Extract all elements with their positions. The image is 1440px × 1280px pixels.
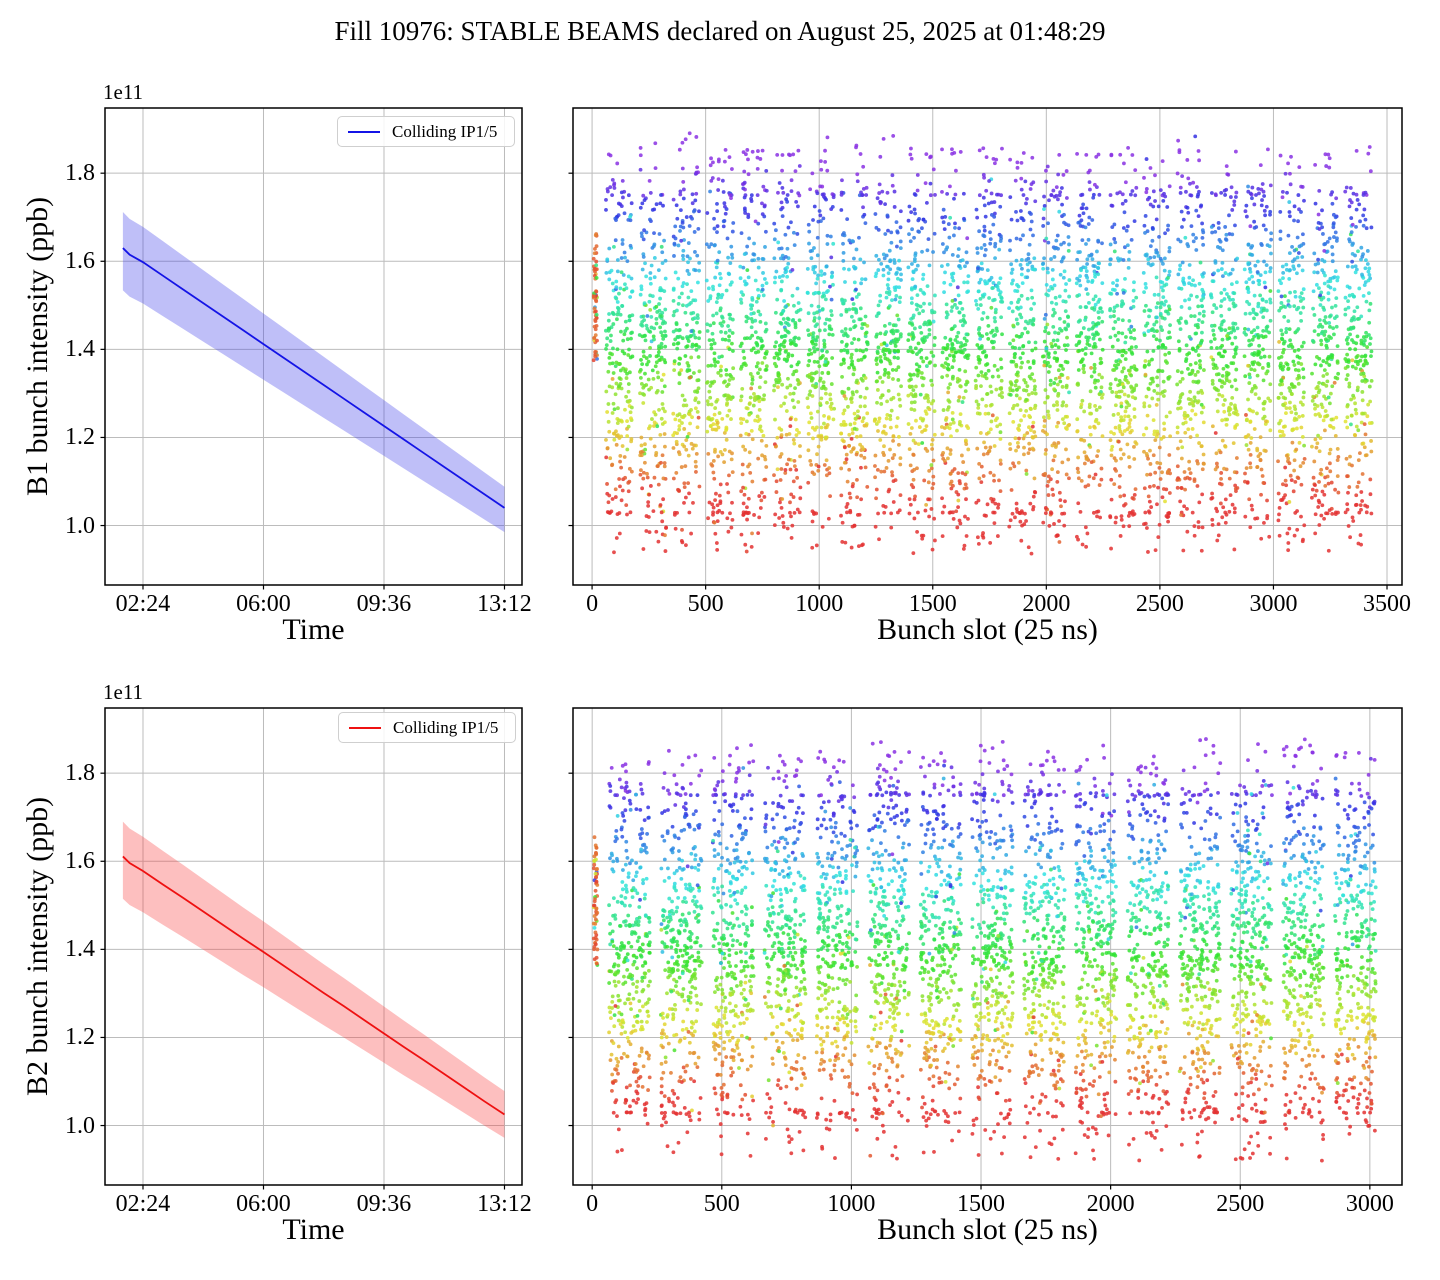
b1_slots-xtick-2000: 2000 (1022, 591, 1071, 617)
b2_time-ytick-1.4: 1.4 (65, 936, 95, 963)
b2-legend: Colliding IP1/5 (338, 712, 516, 743)
b2_slots-xtick-1000: 1000 (827, 1191, 876, 1217)
b2-offset-text: 1e11 (103, 680, 144, 704)
b1_slots-xtick-3500: 3500 (1363, 591, 1411, 617)
b1_slots-xtick-2500: 2500 (1135, 591, 1184, 617)
b2-legend-line-sample (349, 726, 381, 729)
b1-time-x-axis-label: Time (282, 613, 345, 646)
b2_slots-xtick-2500: 2500 (1216, 1191, 1265, 1217)
b2_time-ytick-1.2: 1.2 (65, 1024, 95, 1051)
b1-legend-label: Colliding IP1/5 (392, 121, 498, 141)
b2_slots-xtick-2000: 2000 (1086, 1191, 1135, 1217)
b1_slots-xtick-1000: 1000 (795, 591, 844, 617)
b2_slots-xtick-500: 500 (703, 1191, 740, 1217)
b2_time-ytick-1.6: 1.6 (65, 848, 95, 875)
b2_time-ytick-1.8: 1.8 (65, 760, 95, 787)
b1_time-ytick-1.2: 1.2 (65, 424, 95, 451)
b1_slots-xtick-3000: 3000 (1249, 591, 1298, 617)
b1_slots-xtick-1500: 1500 (908, 591, 957, 617)
b1_slots-xtick-0: 0 (586, 591, 599, 617)
b1-legend: Colliding IP1/5 (337, 116, 515, 147)
b2-legend-label: Colliding IP1/5 (393, 717, 499, 737)
b1_time-ytick-1.4: 1.4 (65, 336, 95, 363)
b2_slots-xtick-3000: 3000 (1345, 1191, 1394, 1217)
b2_time-xtick-02:24: 02:24 (115, 1191, 171, 1217)
b1_time-xtick-09:36: 09:36 (356, 591, 412, 617)
b1-legend-line-sample (348, 130, 380, 133)
b2_time-xtick-06:00: 06:00 (236, 1191, 291, 1217)
b1_time-xtick-02:24: 02:24 (115, 591, 171, 617)
b1_time-ytick-1.8: 1.8 (65, 160, 95, 187)
b1_time-ytick-1.0: 1.0 (65, 512, 95, 539)
b2-slots-x-axis-label: Bunch slot (25 ns) (877, 1213, 1098, 1246)
figure-title: Fill 10976: STABLE BEAMS declared on Aug… (334, 16, 1106, 46)
b2_time-xtick-09:36: 09:36 (356, 1191, 412, 1217)
b2_slots-xtick-1500: 1500 (957, 1191, 1006, 1217)
b1-offset-text: 1e11 (103, 80, 144, 104)
b2_time-xtick-13:12: 13:12 (477, 1191, 532, 1217)
b2_slots-xtick-0: 0 (586, 1191, 599, 1217)
b2-time-x-axis-label: Time (282, 1213, 345, 1246)
b1_time-xtick-06:00: 06:00 (236, 591, 291, 617)
b1_time-ytick-1.6: 1.6 (65, 248, 95, 275)
b2_time-ytick-1.0: 1.0 (65, 1112, 95, 1139)
b1-slots-x-axis-label: Bunch slot (25 ns) (877, 613, 1098, 646)
b1_time-xtick-13:12: 13:12 (477, 591, 532, 617)
b1_slots-xtick-500: 500 (687, 591, 724, 617)
